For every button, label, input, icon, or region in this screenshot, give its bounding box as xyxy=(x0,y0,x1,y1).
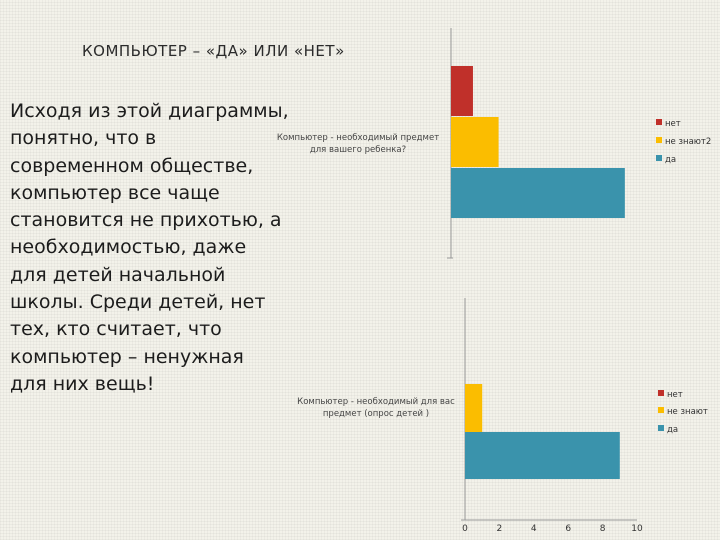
bar-не-знают xyxy=(465,384,483,432)
category-label: для вашего ребенка? xyxy=(310,145,406,155)
legend-label: нет xyxy=(665,119,681,129)
legend-swatch xyxy=(656,137,662,143)
legend-label: не знают xyxy=(667,407,708,417)
legend-swatch xyxy=(658,390,664,396)
legend-swatch xyxy=(656,119,662,125)
legend-swatch xyxy=(656,155,662,161)
x-tick-label: 2 xyxy=(497,524,503,534)
legend-label: не знают2 xyxy=(665,137,711,147)
slide-body-text: Исходя из этой диаграммы, понятно, что в… xyxy=(10,100,289,395)
chart-children: Компьютер - необходимый для вас предмет (… xyxy=(297,298,708,534)
legend-swatch xyxy=(658,425,664,431)
chart-parents: Компьютер - необходимый предмет для вашег… xyxy=(277,28,711,259)
legend-swatch xyxy=(658,407,664,413)
legend-label: нет xyxy=(667,390,683,400)
legend-label: да xyxy=(665,155,676,165)
x-tick-label: 10 xyxy=(631,524,643,534)
bar-да xyxy=(451,168,625,218)
legend-label: да xyxy=(667,425,678,435)
slide-title: КОМПЬЮТЕР – «ДА» ИЛИ «НЕТ» xyxy=(82,42,345,60)
bar-нет xyxy=(451,66,473,116)
x-tick-label: 0 xyxy=(462,524,468,534)
category-label: Компьютер - необходимый предмет xyxy=(277,133,439,143)
x-tick-label: 4 xyxy=(531,524,537,534)
x-tick-label: 6 xyxy=(565,524,571,534)
bar-да xyxy=(465,432,620,479)
x-tick-label: 8 xyxy=(600,524,606,534)
bar-не-знают2 xyxy=(451,117,499,167)
category-label: предмет (опрос детей ) xyxy=(323,409,429,419)
category-label: Компьютер - необходимый для вас xyxy=(297,397,455,407)
